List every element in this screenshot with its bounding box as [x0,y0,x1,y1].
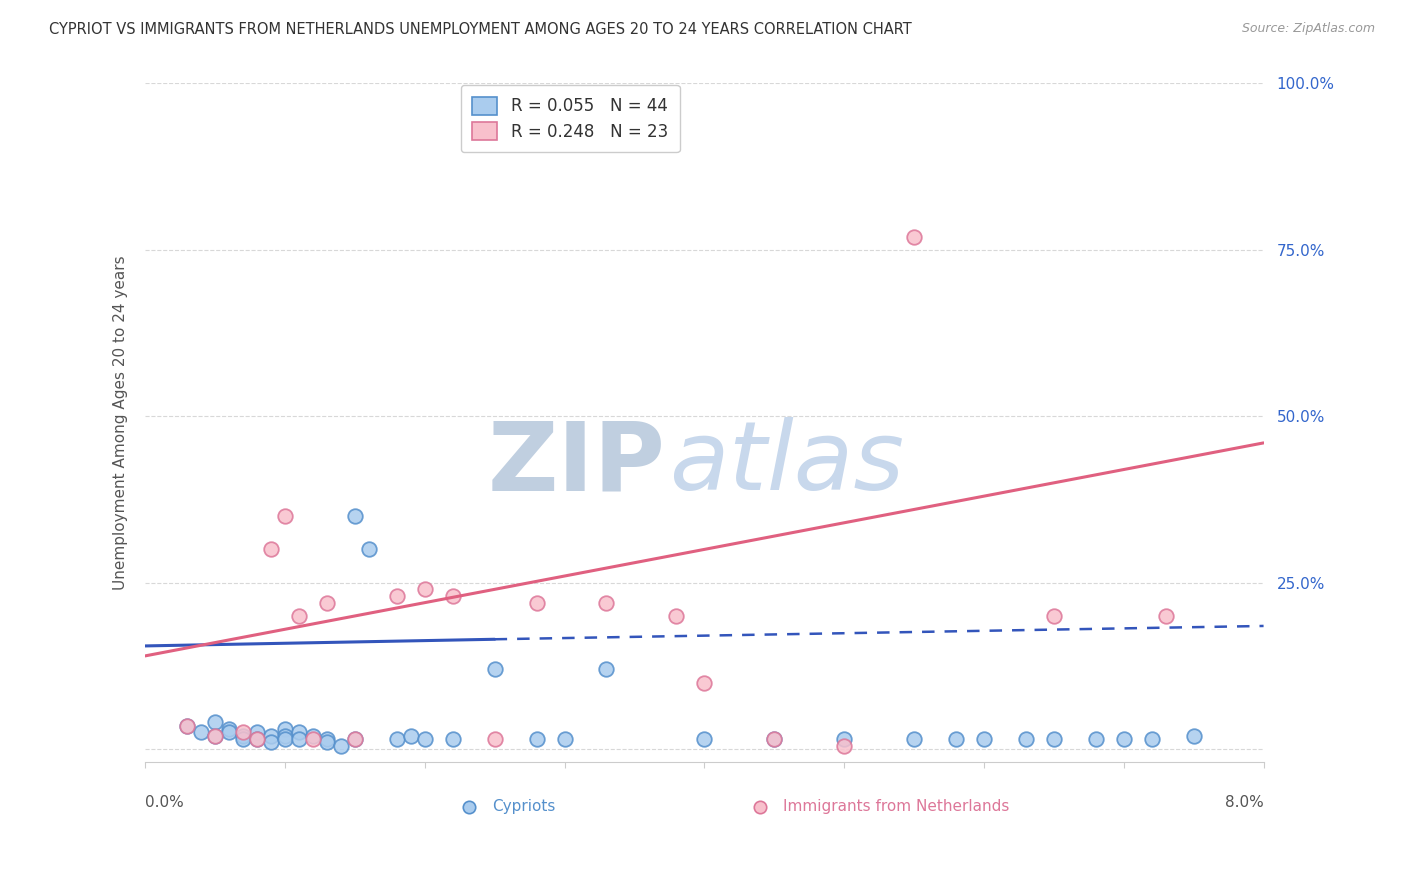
Point [1140,732,1163,747]
Point [441,589,464,603]
Point [832,732,855,747]
Point [232,732,254,747]
Point [693,675,716,690]
Point [413,732,436,747]
Point [343,732,366,747]
Point [260,735,283,749]
Point [260,542,283,557]
Point [232,725,254,739]
Point [832,739,855,753]
Text: CYPRIOT VS IMMIGRANTS FROM NETHERLANDS UNEMPLOYMENT AMONG AGES 20 TO 24 YEARS CO: CYPRIOT VS IMMIGRANTS FROM NETHERLANDS U… [49,22,912,37]
Point [484,732,506,747]
Point [526,732,548,747]
Point [302,729,325,743]
Text: Source: ZipAtlas.com: Source: ZipAtlas.com [1241,22,1375,36]
Point [665,609,688,624]
Point [763,732,786,747]
Point [274,732,297,747]
Legend: R = 0.055   N = 44, R = 0.248   N = 23: R = 0.055 N = 44, R = 0.248 N = 23 [461,85,679,153]
Point [329,739,352,753]
Point [246,725,269,739]
Point [1112,732,1135,747]
Text: ZIP: ZIP [488,417,665,510]
Point [1182,729,1205,743]
Point [343,509,366,524]
Point [315,732,337,747]
Text: 0.0%: 0.0% [145,795,184,810]
Point [357,542,380,557]
Point [385,732,408,747]
Point [288,732,311,747]
Y-axis label: Unemployment Among Ages 20 to 24 years: Unemployment Among Ages 20 to 24 years [114,256,128,591]
Point [315,735,337,749]
Point [693,732,716,747]
Point [274,729,297,743]
Point [903,732,925,747]
Text: atlas: atlas [668,417,904,510]
Point [484,662,506,676]
Point [204,729,226,743]
Point [1043,609,1066,624]
Point [176,719,198,733]
Point [399,729,422,743]
Point [903,229,925,244]
Text: Immigrants from Netherlands: Immigrants from Netherlands [783,799,1010,814]
Point [246,732,269,747]
Point [274,722,297,736]
Point [1154,609,1177,624]
Point [274,509,297,524]
Point [763,732,786,747]
Point [441,732,464,747]
Point [260,729,283,743]
Point [288,725,311,739]
Text: 8.0%: 8.0% [1225,795,1264,810]
Point [945,732,967,747]
Point [973,732,995,747]
Point [288,609,311,624]
Point [554,732,576,747]
Point [595,662,617,676]
Point [1084,732,1107,747]
Point [246,732,269,747]
Point [302,732,325,747]
Point [595,596,617,610]
Point [204,729,226,743]
Point [190,725,212,739]
Point [218,725,240,739]
Point [385,589,408,603]
Point [315,596,337,610]
Point [176,719,198,733]
Point [1043,732,1066,747]
Point [526,596,548,610]
Point [204,715,226,730]
Text: Cypriots: Cypriots [492,799,555,814]
Point [232,729,254,743]
Point [413,582,436,597]
Point [218,722,240,736]
Point [343,732,366,747]
Point [1015,732,1038,747]
